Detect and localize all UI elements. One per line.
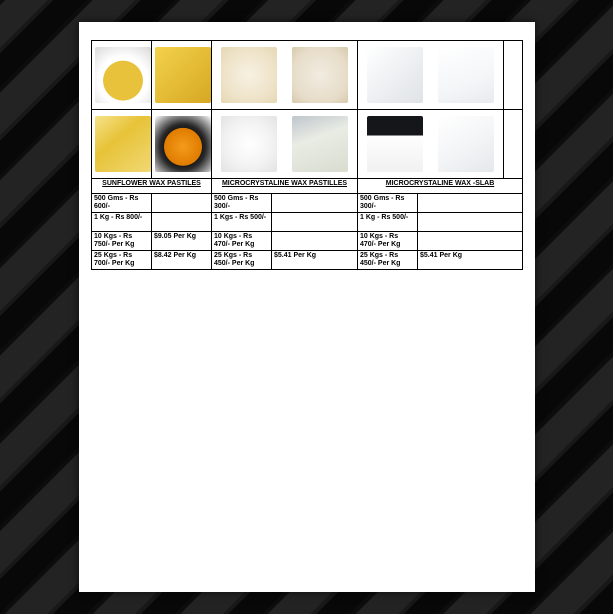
img-cell [92,41,152,110]
price-cell: $8.42 Per Kg [152,251,212,270]
price-cell: 1 Kgs - Rs 500/- [212,213,272,232]
spacer-cell [504,110,523,179]
header-sunflower: SUNFLOWER WAX PASTILES [92,179,212,194]
price-cell: 25 Kgs - Rs 700/- Per Kg [92,251,152,270]
price-cell: 10 Kgs - Rs 470/- Per Kg [212,232,272,251]
price-cell [152,213,212,232]
product-image [367,116,423,172]
img-cell [358,41,504,110]
header-micro-pastilles: MICROCRYSTALINE WAX PASTILLES [212,179,358,194]
price-cell: 500 Gms - Rs 300/- [358,194,418,213]
price-cell: 500 Gms - Rs 600/- [92,194,152,213]
price-cell: $5.41 Per Kg [418,251,523,270]
product-image [292,47,348,103]
document-page: SUNFLOWER WAX PASTILES MICROCRYSTALINE W… [79,22,535,592]
header-row: SUNFLOWER WAX PASTILES MICROCRYSTALINE W… [92,179,523,194]
product-image [438,47,494,103]
spacer-cell [504,41,523,110]
product-image [221,47,277,103]
product-image [155,116,211,172]
product-image [292,116,348,172]
price-cell: 10 Kgs - Rs 470/- Per Kg [358,232,418,251]
price-cell [152,194,212,213]
image-row-2 [92,110,523,179]
img-cell [152,110,212,179]
price-cell [418,213,523,232]
price-cell [418,194,523,213]
img-cell [212,110,358,179]
img-cell [152,41,212,110]
price-cell [418,232,523,251]
price-cell: 25 Kgs - Rs 450/- Per Kg [212,251,272,270]
image-row-1 [92,41,523,110]
table-row: 1 Kg - Rs 800/- 1 Kgs - Rs 500/- 1 Kg - … [92,213,523,232]
price-cell [272,213,358,232]
product-image [155,47,211,103]
price-cell: 1 Kg - Rs 800/- [92,213,152,232]
product-image [438,116,494,172]
price-cell [272,232,358,251]
img-cell [212,41,358,110]
img-cell [92,110,152,179]
price-cell: 500 Gms - Rs 300/- [212,194,272,213]
product-image [95,47,151,103]
img-cell [358,110,504,179]
price-cell: 25 Kgs - Rs 450/- Per Kg [358,251,418,270]
table-row: 500 Gms - Rs 600/- 500 Gms - Rs 300/- 50… [92,194,523,213]
header-micro-slab: MICROCRYSTALINE WAX -SLAB [358,179,523,194]
price-cell: 1 Kg - Rs 500/- [358,213,418,232]
price-table: SUNFLOWER WAX PASTILES MICROCRYSTALINE W… [91,40,523,270]
price-cell: $9.05 Per Kg [152,232,212,251]
price-cell [272,194,358,213]
product-image [221,116,277,172]
price-cell: 10 Kgs - Rs 750/- Per Kg [92,232,152,251]
table-row: 25 Kgs - Rs 700/- Per Kg $8.42 Per Kg 25… [92,251,523,270]
table-row: 10 Kgs - Rs 750/- Per Kg $9.05 Per Kg 10… [92,232,523,251]
product-image [367,47,423,103]
product-image [95,116,151,172]
price-cell: $5.41 Per Kg [272,251,358,270]
